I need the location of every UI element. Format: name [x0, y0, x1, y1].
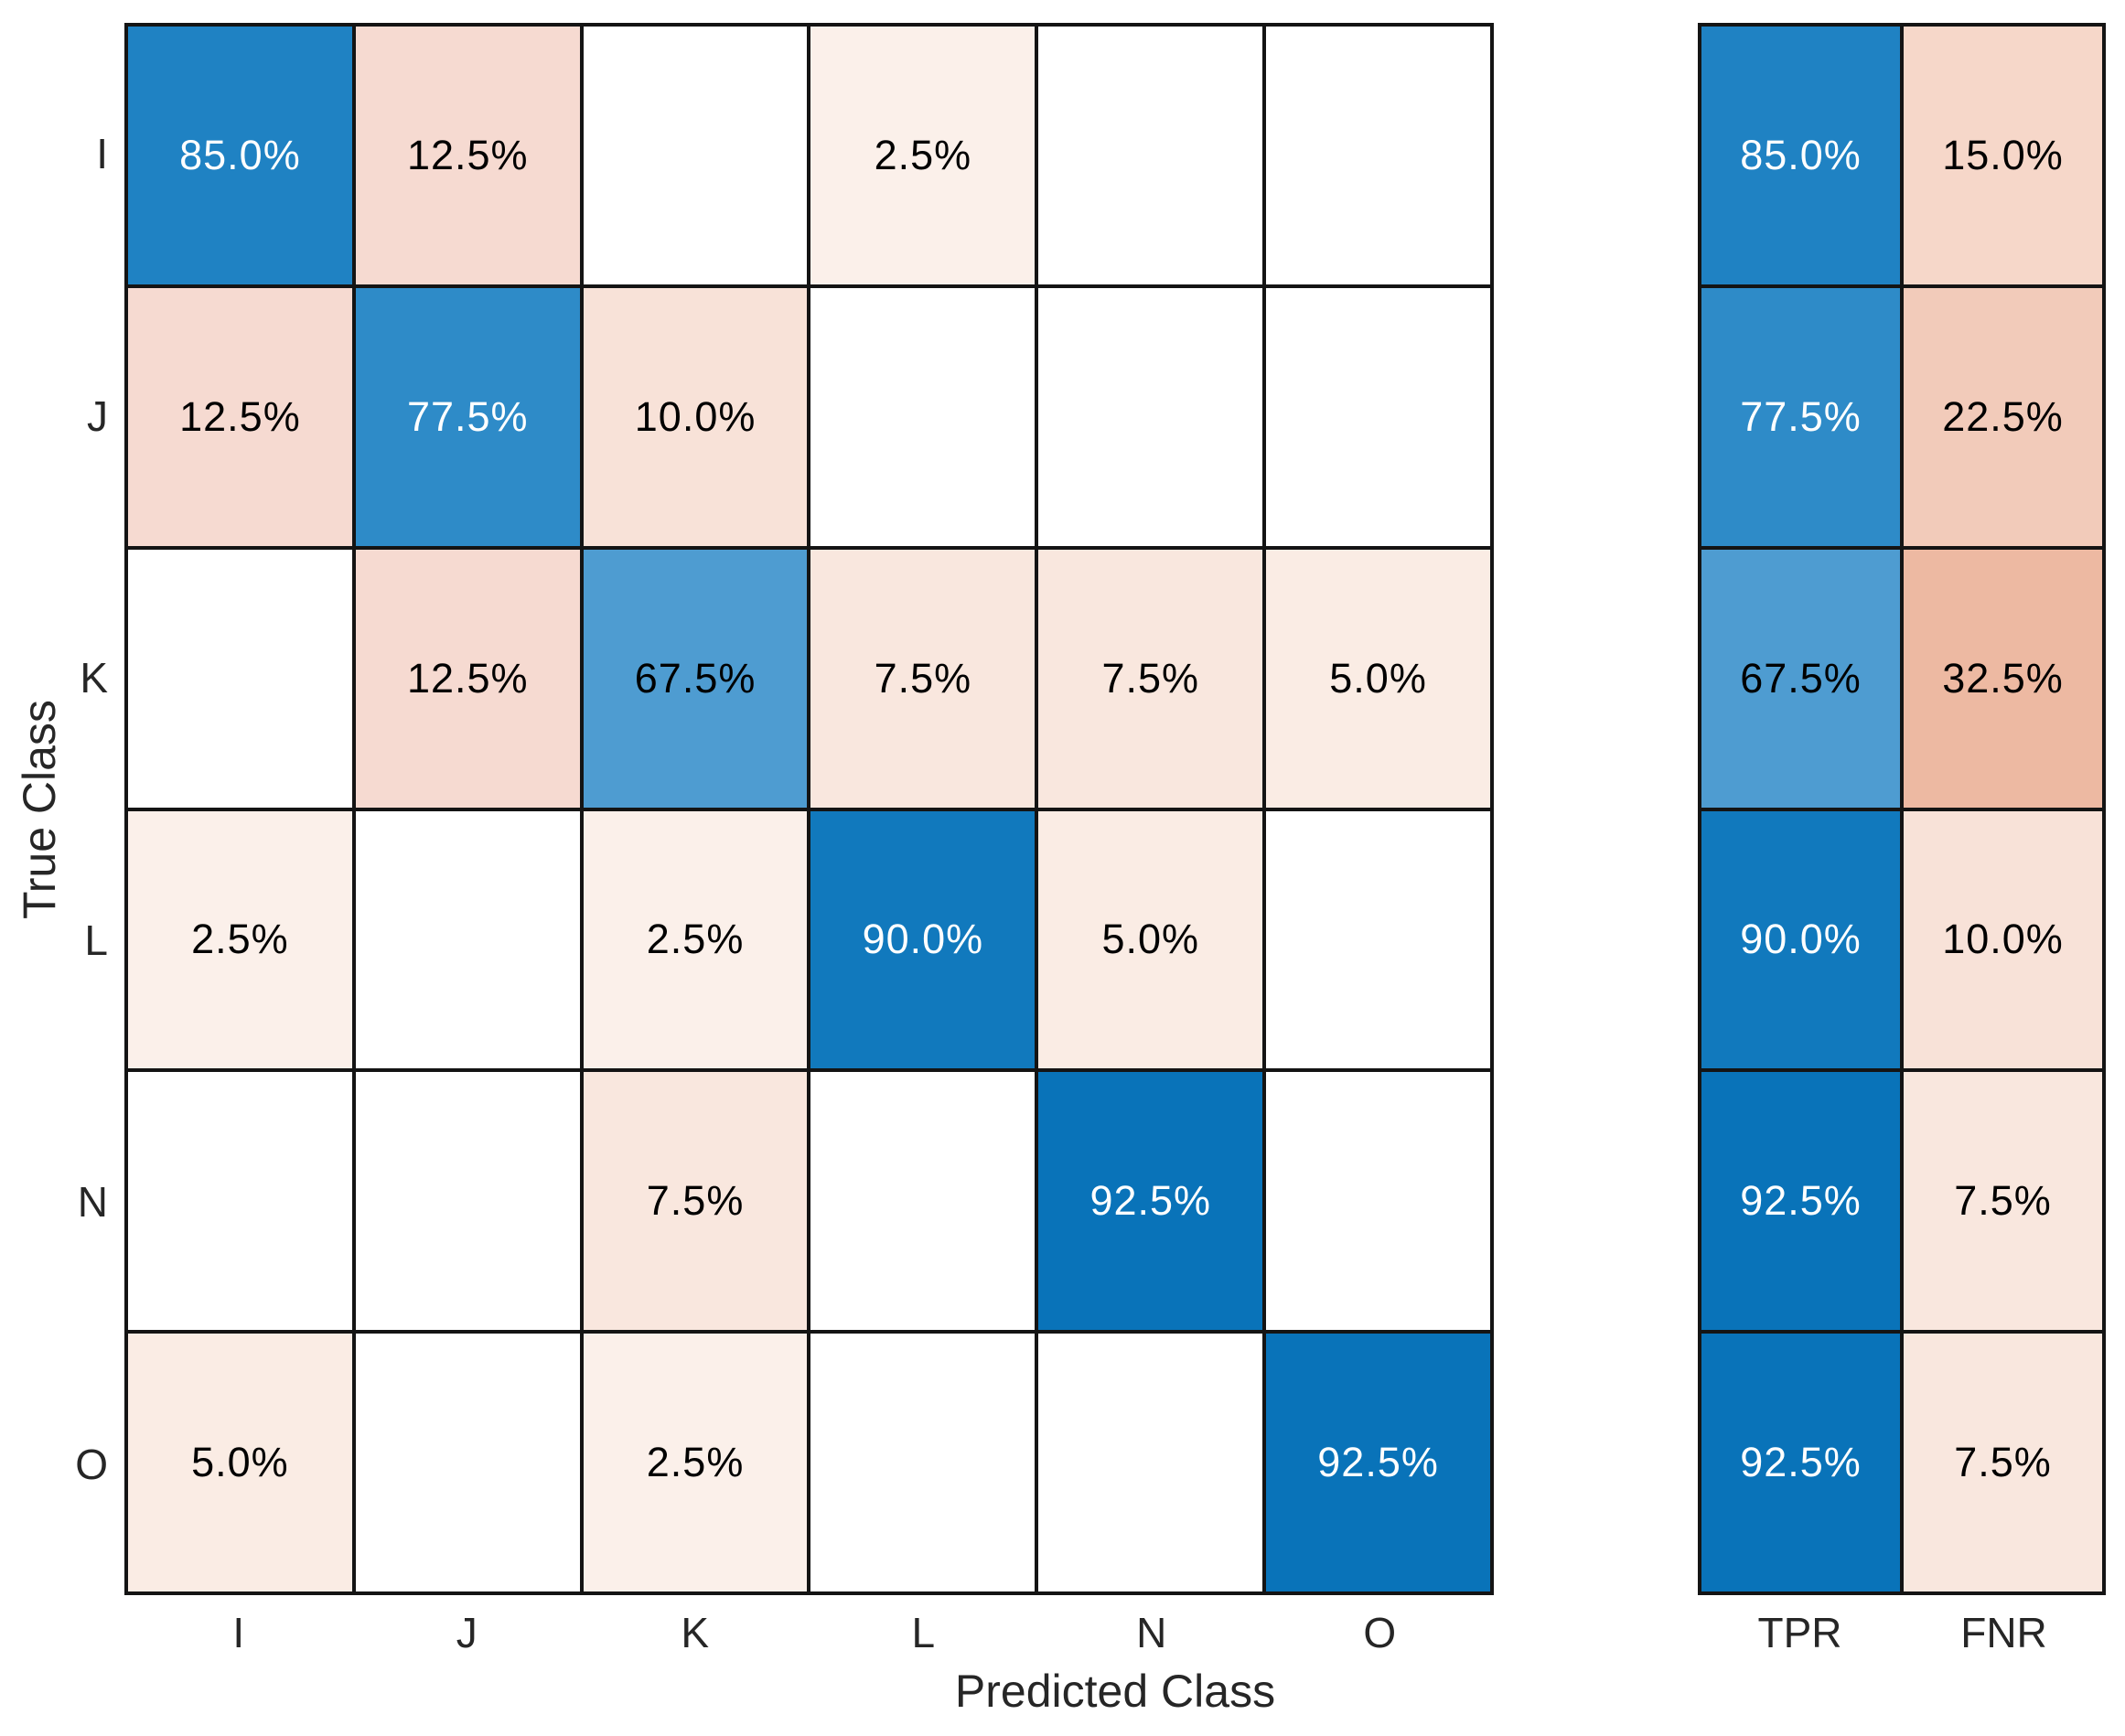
y-tick-label: O	[75, 1440, 108, 1488]
confusion-matrix-grid: 85.0% 12.5% 2.5% 12.5% 77.5% 10.0% 12.5% 67.5% 7…	[124, 23, 1494, 1595]
summary-column-headers: TPR FNR	[1698, 1608, 2106, 1661]
matrix-cell	[810, 1334, 1036, 1591]
matrix-cell-diagonal: 67.5%	[583, 549, 808, 808]
summary-cell-fnr: 7.5%	[1904, 1334, 2102, 1591]
summary-cell-tpr: 67.5%	[1701, 549, 1900, 808]
summary-header-label: TPR	[1757, 1609, 1842, 1656]
matrix-cell: 12.5%	[355, 549, 580, 808]
matrix-cell	[355, 810, 580, 1069]
matrix-cell	[1266, 1072, 1490, 1331]
matrix-cell: 10.0%	[583, 287, 808, 546]
matrix-cell	[355, 1072, 580, 1331]
summary-cell-tpr: 90.0%	[1701, 810, 1900, 1069]
matrix-cell-diagonal: 90.0%	[810, 810, 1036, 1069]
y-tick-label: J	[87, 391, 108, 440]
matrix-cell	[1266, 27, 1490, 284]
matrix-cell	[1266, 287, 1490, 546]
matrix-cell-diagonal: 92.5%	[1266, 1334, 1490, 1591]
column-summary-grid: 85.0% 15.0% 77.5% 22.5% 67.5% 32.5% 90.0% 10.0%…	[1698, 23, 2106, 1595]
x-tick-label: O	[1363, 1609, 1397, 1656]
matrix-cell	[128, 1072, 352, 1331]
matrix-cell	[1038, 287, 1263, 546]
matrix-cell: 2.5%	[583, 1334, 808, 1591]
matrix-cell	[355, 1334, 580, 1591]
matrix-cell: 12.5%	[128, 287, 352, 546]
matrix-cell: 5.0%	[1038, 810, 1263, 1069]
y-tick-label: I	[96, 130, 108, 178]
matrix-cell	[1266, 810, 1490, 1069]
summary-cell-fnr: 22.5%	[1904, 287, 2102, 546]
y-tick-label: K	[80, 654, 108, 702]
x-tick-label: J	[456, 1609, 478, 1656]
matrix-cell	[1038, 1334, 1263, 1591]
matrix-cell	[810, 287, 1036, 546]
matrix-cell: 2.5%	[810, 27, 1036, 284]
summary-cell-tpr: 85.0%	[1701, 27, 1900, 284]
matrix-cell: 5.0%	[128, 1334, 352, 1591]
matrix-cell: 7.5%	[583, 1072, 808, 1331]
x-tick-label: L	[911, 1609, 936, 1656]
summary-cell-fnr: 15.0%	[1904, 27, 2102, 284]
y-axis-tick-labels: I J K L N O	[0, 23, 108, 1595]
matrix-cell: 2.5%	[583, 810, 808, 1069]
x-tick-label: K	[681, 1609, 710, 1656]
summary-cell-tpr: 92.5%	[1701, 1072, 1900, 1331]
summary-cell-tpr: 77.5%	[1701, 287, 1900, 546]
matrix-cell-diagonal: 85.0%	[128, 27, 352, 284]
matrix-cell	[583, 27, 808, 284]
matrix-cell	[1038, 27, 1263, 284]
summary-cell-tpr: 92.5%	[1701, 1334, 1900, 1591]
y-axis-title: True Class	[14, 699, 65, 919]
y-tick-label: L	[84, 916, 108, 964]
matrix-cell: 5.0%	[1266, 549, 1490, 808]
matrix-cell: 2.5%	[128, 810, 352, 1069]
matrix-cell	[128, 549, 352, 808]
matrix-cell	[810, 1072, 1036, 1331]
x-tick-label: N	[1136, 1609, 1167, 1656]
matrix-cell-diagonal: 92.5%	[1038, 1072, 1263, 1331]
matrix-cell: 7.5%	[810, 549, 1036, 808]
summary-cell-fnr: 32.5%	[1904, 549, 2102, 808]
y-tick-label: N	[77, 1178, 108, 1227]
summary-cell-fnr: 10.0%	[1904, 810, 2102, 1069]
matrix-cell: 12.5%	[355, 27, 580, 284]
y-axis-title-wrap: True Class	[10, 23, 69, 1595]
matrix-cell-diagonal: 77.5%	[355, 287, 580, 546]
summary-cell-fnr: 7.5%	[1904, 1072, 2102, 1331]
matrix-cell: 7.5%	[1038, 549, 1263, 808]
x-tick-label: I	[232, 1609, 245, 1656]
summary-header-label: FNR	[1960, 1609, 2047, 1656]
x-axis-title: Predicted Class	[954, 1666, 1276, 1717]
